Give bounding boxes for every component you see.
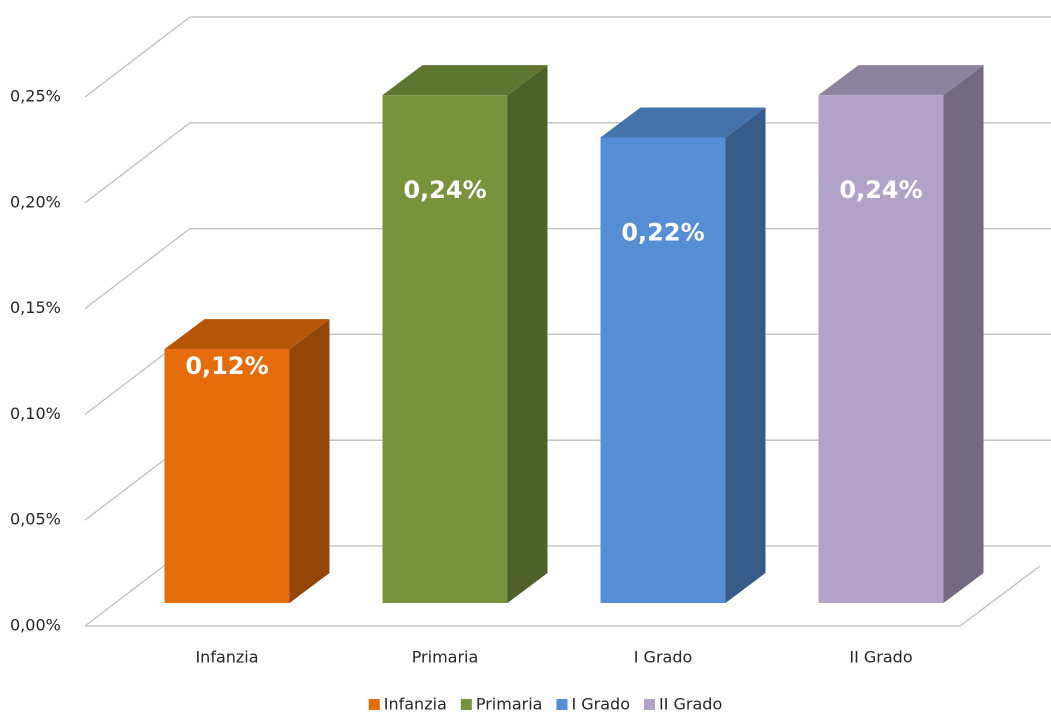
- x-tick-label: Infanzia: [195, 648, 258, 667]
- y-tick-label: 0,10%: [10, 404, 61, 423]
- data-label: 0,12%: [185, 352, 268, 380]
- floor-edge: [85, 565, 1041, 627]
- grid-line: [84, 16, 1051, 98]
- legend-label: Infanzia: [384, 695, 447, 713]
- bar-side: [943, 65, 984, 603]
- y-tick-label: 0,20%: [10, 192, 61, 211]
- legend-swatch: [460, 699, 472, 710]
- bar-top: [382, 65, 548, 96]
- bar-side: [289, 319, 330, 603]
- bar: [818, 95, 944, 603]
- x-tick-label: II Grado: [849, 648, 912, 667]
- x-tick-label: I Grado: [634, 648, 693, 667]
- legend-swatch: [643, 699, 655, 710]
- legend-label: II Grado: [659, 695, 722, 713]
- bar-top: [164, 319, 330, 350]
- bar-side: [507, 65, 548, 603]
- y-tick-label: 0,00%: [10, 616, 61, 635]
- data-label: 0,22%: [621, 218, 704, 246]
- bar-top: [600, 107, 766, 138]
- bar-side: [725, 107, 766, 603]
- y-tick-label: 0,05%: [10, 510, 61, 529]
- bar: [600, 137, 726, 604]
- y-tick-label: 0,25%: [10, 87, 61, 106]
- legend-swatch: [368, 699, 380, 710]
- data-label: 0,24%: [403, 176, 486, 204]
- legend-swatch: [556, 699, 568, 710]
- y-tick-label: 0,15%: [10, 298, 61, 317]
- bar-top: [818, 65, 984, 96]
- legend-label: I Grado: [571, 695, 630, 713]
- data-label: 0,24%: [839, 176, 922, 204]
- bar: [382, 95, 508, 603]
- bar: [164, 349, 290, 603]
- legend-label: Primaria: [476, 695, 543, 713]
- x-tick-label: Primaria: [412, 648, 479, 667]
